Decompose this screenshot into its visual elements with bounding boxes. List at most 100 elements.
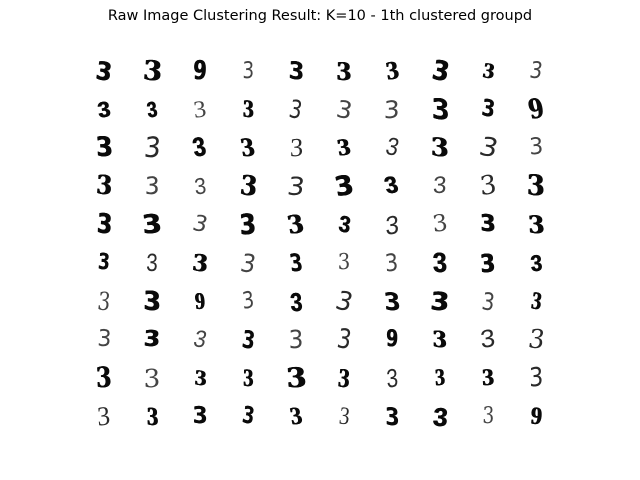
digit-glyph: 3	[525, 324, 547, 356]
digit-glyph: 3	[429, 54, 452, 88]
digit-thumbnail: 3	[416, 90, 464, 128]
digit-glyph: 3	[382, 132, 402, 163]
digit-thumbnail: 3	[272, 167, 320, 205]
digit-thumbnail: 3	[224, 282, 272, 320]
digit-thumbnail: 3	[416, 52, 464, 90]
digit-glyph: 3	[240, 287, 256, 316]
digit-thumbnail: 3	[416, 206, 464, 244]
digit-thumbnail: 3	[464, 206, 512, 244]
digit-glyph: 3	[191, 248, 210, 278]
digit-thumbnail: 3	[368, 90, 416, 128]
digit-thumbnail: 3	[80, 206, 128, 244]
digit-thumbnail: 3	[128, 52, 176, 90]
digit-thumbnail: 3	[464, 167, 512, 205]
digit-glyph: 3	[143, 326, 161, 353]
digit-thumbnail: 3	[416, 359, 464, 397]
digit-glyph: 3	[382, 287, 402, 316]
digit-thumbnail: 3	[368, 398, 416, 436]
digit-thumbnail: 3	[224, 167, 272, 205]
digit-thumbnail: 3	[368, 359, 416, 397]
digit-thumbnail: 3	[368, 167, 416, 205]
digit-thumbnail: 3	[512, 206, 560, 244]
digit-glyph: 3	[242, 57, 254, 84]
digit-glyph: 3	[529, 287, 543, 316]
digit-thumbnail: 9	[512, 90, 560, 128]
digit-thumbnail: 3	[416, 282, 464, 320]
digit-glyph: 3	[479, 210, 497, 238]
digit-thumbnail: 3	[176, 167, 224, 205]
digit-glyph: 3	[143, 363, 161, 394]
digit-thumbnail: 3	[80, 244, 128, 282]
digit-thumbnail: 3	[272, 90, 320, 128]
digit-thumbnail: 3	[176, 398, 224, 436]
digit-glyph: 3	[144, 172, 160, 201]
digit-thumbnail: 3	[320, 359, 368, 397]
digit-glyph: 3	[479, 324, 497, 355]
digit-glyph: 3	[192, 95, 208, 124]
digit-glyph: 3	[288, 56, 304, 87]
digit-thumbnail: 3	[464, 52, 512, 90]
digit-thumbnail: 9	[368, 321, 416, 359]
digit-glyph: 3	[385, 362, 399, 395]
digit-thumbnail: 3	[224, 129, 272, 167]
digit-glyph: 3	[480, 95, 497, 124]
digit-thumbnail: 3	[320, 206, 368, 244]
digit-thumbnail: 3	[80, 282, 128, 320]
digit-glyph: 3	[289, 132, 303, 163]
digit-glyph: 3	[528, 362, 544, 395]
digit-thumbnail: 3	[224, 398, 272, 436]
digit-glyph: 3	[191, 325, 210, 354]
digit-thumbnail: 3	[416, 321, 464, 359]
digit-thumbnail: 3	[512, 52, 560, 90]
digit-thumbnail: 3	[512, 359, 560, 397]
digit-glyph: 3	[285, 209, 307, 241]
digit-thumbnail: 3	[224, 244, 272, 282]
digit-thumbnail: 3	[272, 129, 320, 167]
digit-thumbnail: 3	[320, 321, 368, 359]
digit-thumbnail: 3	[512, 129, 560, 167]
digit-glyph: 3	[480, 57, 496, 84]
digit-thumbnail: 3	[80, 398, 128, 436]
digit-thumbnail: 9	[512, 398, 560, 436]
digit-glyph: 3	[95, 360, 113, 395]
digit-thumbnail: 3	[80, 52, 128, 90]
digit-thumbnail: 3	[128, 244, 176, 282]
digit-thumbnail: 3	[320, 244, 368, 282]
digit-glyph: 3	[94, 55, 114, 87]
digit-glyph: 3	[193, 364, 207, 391]
digit-glyph: 3	[288, 286, 303, 317]
digit-thumbnail: 9	[176, 282, 224, 320]
digit-thumbnail: 3	[320, 90, 368, 128]
digit-thumbnail: 3	[320, 398, 368, 436]
digit-glyph: 3	[287, 94, 306, 125]
digit-thumbnail: 3	[272, 52, 320, 90]
digit-thumbnail: 3	[320, 52, 368, 90]
digit-thumbnail: 3	[128, 206, 176, 244]
digit-glyph: 3	[481, 403, 495, 430]
digit-glyph: 9	[529, 402, 543, 431]
digit-glyph: 3	[429, 286, 451, 317]
digit-thumbnail: 3	[128, 359, 176, 397]
digit-thumbnail: 3	[512, 244, 560, 282]
digit-thumbnail: 3	[128, 90, 176, 128]
digit-glyph: 3	[284, 362, 307, 395]
digit-glyph: 3	[238, 169, 259, 203]
digit-thumbnail: 3	[176, 129, 224, 167]
digit-glyph: 3	[144, 96, 159, 123]
digit-glyph: 3	[242, 364, 254, 393]
digit-thumbnail: 3	[224, 321, 272, 359]
digit-thumbnail: 3	[368, 282, 416, 320]
digit-thumbnail: 3	[176, 244, 224, 282]
digit-glyph: 3	[431, 132, 449, 164]
digit-glyph: 9	[525, 93, 547, 126]
digit-thumbnail: 3	[416, 244, 464, 282]
digit-glyph: 3	[285, 171, 307, 202]
digit-glyph: 3	[95, 208, 113, 242]
digit-glyph: 3	[434, 365, 446, 392]
digit-glyph: 3	[431, 401, 449, 433]
digit-glyph: 3	[145, 248, 159, 277]
digit-thumbnail: 3	[128, 398, 176, 436]
digit-glyph: 3	[240, 325, 256, 355]
digit-glyph: 3	[146, 401, 158, 432]
